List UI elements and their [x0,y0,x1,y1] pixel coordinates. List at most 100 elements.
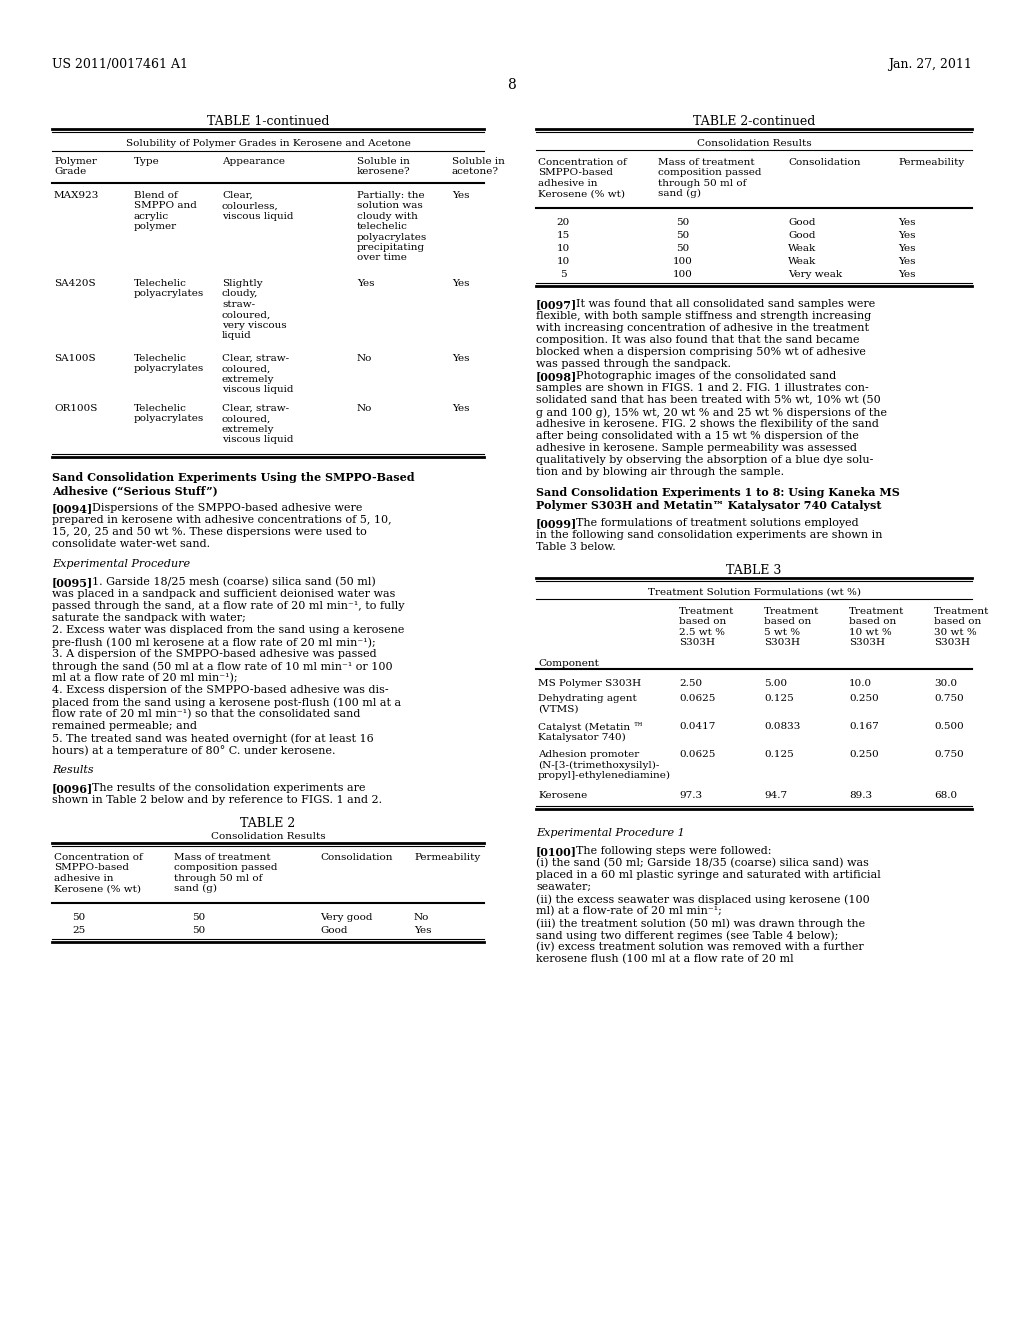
Text: [0097]: [0097] [536,300,578,310]
Text: 0.0625: 0.0625 [679,750,716,759]
Text: Yes: Yes [898,231,915,240]
Text: in the following sand consolidation experiments are shown in: in the following sand consolidation expe… [536,531,883,540]
Text: 4. Excess dispersion of the SMPPO-based adhesive was dis-: 4. Excess dispersion of the SMPPO-based … [52,685,389,696]
Text: Good: Good [788,231,815,240]
Text: 0.167: 0.167 [849,722,879,731]
Text: 5.00: 5.00 [764,678,787,688]
Text: Kerosene: Kerosene [538,791,587,800]
Text: Very good: Very good [319,913,373,921]
Text: 0.250: 0.250 [849,750,879,759]
Text: Yes: Yes [898,218,915,227]
Text: tion and by blowing air through the sample.: tion and by blowing air through the samp… [536,467,784,477]
Text: Yes: Yes [414,927,431,935]
Text: 8: 8 [508,78,516,92]
Text: 68.0: 68.0 [934,791,957,800]
Text: Yes: Yes [452,354,469,363]
Text: 94.7: 94.7 [764,791,787,800]
Text: SA100S: SA100S [54,354,95,363]
Text: Telechelic
polyacrylates: Telechelic polyacrylates [134,354,204,374]
Text: Dispersions of the SMPPO-based adhesive were: Dispersions of the SMPPO-based adhesive … [92,503,362,513]
Text: with increasing concentration of adhesive in the treatment: with increasing concentration of adhesiv… [536,323,869,333]
Text: Consolidation: Consolidation [788,158,860,168]
Text: 1. Garside 18/25 mesh (coarse) silica sand (50 ml): 1. Garside 18/25 mesh (coarse) silica sa… [92,577,376,587]
Text: Table 3 below.: Table 3 below. [536,543,615,552]
Text: The following steps were followed:: The following steps were followed: [575,846,771,855]
Text: kerosene flush (100 ml at a flow rate of 20 ml: kerosene flush (100 ml at a flow rate of… [536,954,794,965]
Text: 20: 20 [556,218,569,227]
Text: Sand Consolidation Experiments 1 to 8: Using Kaneka MS: Sand Consolidation Experiments 1 to 8: U… [536,487,900,498]
Text: 10: 10 [556,257,569,267]
Text: Treatment
based on
30 wt %
S303H: Treatment based on 30 wt % S303H [934,607,989,647]
Text: g and 100 g), 15% wt, 20 wt % and 25 wt % dispersions of the: g and 100 g), 15% wt, 20 wt % and 25 wt … [536,407,887,417]
Text: Adhesion promoter
(N-[3-(trimethoxysilyl)-
propyl]-ethylenediamine): Adhesion promoter (N-[3-(trimethoxysilyl… [538,750,671,780]
Text: Treatment
based on
10 wt %
S303H: Treatment based on 10 wt % S303H [849,607,904,647]
Text: Yes: Yes [357,279,375,288]
Text: Jan. 27, 2011: Jan. 27, 2011 [888,58,972,71]
Text: 0.250: 0.250 [849,694,879,704]
Text: (iii) the treatment solution (50 ml) was drawn through the: (iii) the treatment solution (50 ml) was… [536,917,865,928]
Text: [0099]: [0099] [536,517,578,529]
Text: shown in Table 2 below and by reference to FIGS. 1 and 2.: shown in Table 2 below and by reference … [52,795,382,805]
Text: Experimental Procedure 1: Experimental Procedure 1 [536,828,685,838]
Text: MS Polymer S303H: MS Polymer S303H [538,678,641,688]
Text: after being consolidated with a 15 wt % dispersion of the: after being consolidated with a 15 wt % … [536,432,859,441]
Text: was passed through the sandpack.: was passed through the sandpack. [536,359,731,370]
Text: No: No [414,913,429,921]
Text: seawater;: seawater; [536,882,591,892]
Text: pre-flush (100 ml kerosene at a flow rate of 20 ml min⁻¹);: pre-flush (100 ml kerosene at a flow rat… [52,638,376,648]
Text: Consolidation Results: Consolidation Results [696,139,811,148]
Text: Blend of
SMPPO and
acrylic
polymer: Blend of SMPPO and acrylic polymer [134,191,197,231]
Text: Dehydrating agent
(VTMS): Dehydrating agent (VTMS) [538,694,637,713]
Text: No: No [357,354,373,363]
Text: 50: 50 [677,231,689,240]
Text: Yes: Yes [898,244,915,253]
Text: [0096]: [0096] [52,783,93,795]
Text: blocked when a dispersion comprising 50% wt of adhesive: blocked when a dispersion comprising 50%… [536,347,866,356]
Text: Consolidation Results: Consolidation Results [211,832,326,841]
Text: Weak: Weak [788,257,816,267]
Text: Soluble in
acetone?: Soluble in acetone? [452,157,505,177]
Text: Sand Consolidation Experiments Using the SMPPO-Based: Sand Consolidation Experiments Using the… [52,473,415,483]
Text: saturate the sandpack with water;: saturate the sandpack with water; [52,612,246,623]
Text: Treatment
based on
5 wt %
S303H: Treatment based on 5 wt % S303H [764,607,819,647]
Text: Yes: Yes [452,279,469,288]
Text: Weak: Weak [788,244,816,253]
Text: Yes: Yes [898,271,915,279]
Text: Appearance: Appearance [222,157,285,166]
Text: 0.125: 0.125 [764,750,794,759]
Text: Telechelic
polyacrylates: Telechelic polyacrylates [134,279,204,298]
Text: Yes: Yes [452,404,469,413]
Text: 0.750: 0.750 [934,750,964,759]
Text: 3. A dispersion of the SMPPO-based adhesive was passed: 3. A dispersion of the SMPPO-based adhes… [52,649,377,659]
Text: 15: 15 [556,231,569,240]
Text: Yes: Yes [452,191,469,201]
Text: 0.0625: 0.0625 [679,694,716,704]
Text: The results of the consolidation experiments are: The results of the consolidation experim… [92,783,366,793]
Text: qualitatively by observing the absorption of a blue dye solu-: qualitatively by observing the absorptio… [536,455,873,465]
Text: 30.0: 30.0 [934,678,957,688]
Text: Consolidation: Consolidation [319,853,392,862]
Text: Catalyst (Metatin ™
Katalysator 740): Catalyst (Metatin ™ Katalysator 740) [538,722,644,742]
Text: 50: 50 [193,927,206,935]
Text: was placed in a sandpack and sufficient deionised water was: was placed in a sandpack and sufficient … [52,589,395,599]
Text: 15, 20, 25 and 50 wt %. These dispersions were used to: 15, 20, 25 and 50 wt %. These dispersion… [52,527,367,537]
Text: No: No [357,404,373,413]
Text: Photographic images of the consolidated sand: Photographic images of the consolidated … [575,371,837,381]
Text: Soluble in
kerosene?: Soluble in kerosene? [357,157,411,177]
Text: Permeability: Permeability [898,158,965,168]
Text: placed from the sand using a kerosene post-flush (100 ml at a: placed from the sand using a kerosene po… [52,697,401,708]
Text: adhesive in kerosene. FIG. 2 shows the flexibility of the sand: adhesive in kerosene. FIG. 2 shows the f… [536,418,879,429]
Text: 100: 100 [673,271,693,279]
Text: 97.3: 97.3 [679,791,702,800]
Text: Type: Type [134,157,160,166]
Text: It was found that all consolidated sand samples were: It was found that all consolidated sand … [575,300,876,309]
Text: [0095]: [0095] [52,577,93,587]
Text: placed in a 60 ml plastic syringe and saturated with artificial: placed in a 60 ml plastic syringe and sa… [536,870,881,880]
Text: ml at a flow rate of 20 ml min⁻¹);: ml at a flow rate of 20 ml min⁻¹); [52,673,238,684]
Text: remained permeable; and: remained permeable; and [52,721,197,731]
Text: Mass of treatment
composition passed
through 50 ml of
sand (g): Mass of treatment composition passed thr… [658,158,762,198]
Text: 2.50: 2.50 [679,678,702,688]
Text: solidated sand that has been treated with 5% wt, 10% wt (50: solidated sand that has been treated wit… [536,395,881,405]
Text: composition. It was also found that that the sand became: composition. It was also found that that… [536,335,859,345]
Text: 25: 25 [73,927,86,935]
